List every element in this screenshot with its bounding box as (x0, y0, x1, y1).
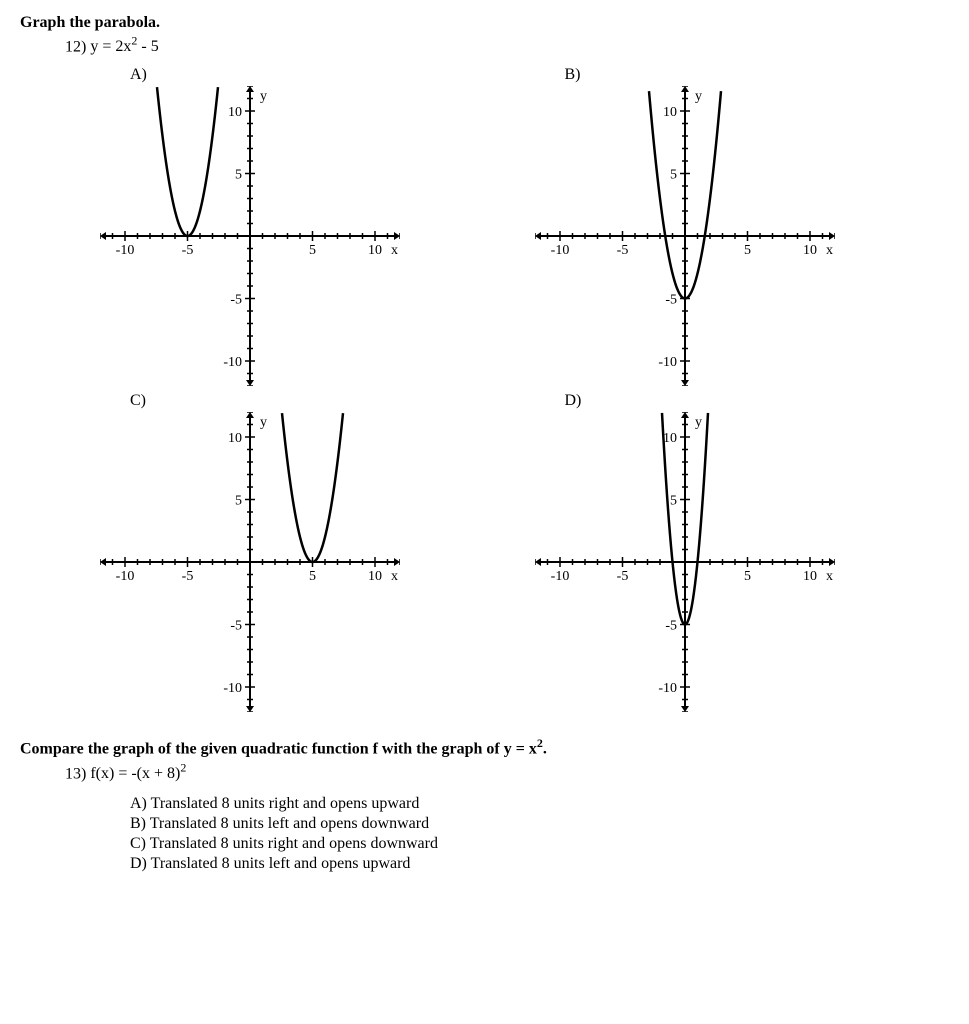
svg-text:5: 5 (235, 168, 242, 183)
q12-choice-B: B) -10 -5 5 10 10 5 -5 -10 x y (535, 66, 950, 386)
svg-text:-5: -5 (182, 569, 194, 584)
q13-choice-C-text: Translated 8 units right and opens downw… (150, 835, 438, 852)
q12-choice-grid: A) -10-5510105-5-10xy B) -10-5510105-5-1… (100, 66, 949, 712)
q13-choice-B-text: Translated 8 units left and opens downwa… (150, 815, 429, 832)
q12-graph-B: -10 -5 5 10 10 5 -5 -10 x y (535, 86, 835, 386)
q13-line: 13) f(x) = -(x + 8)2 (65, 761, 949, 783)
svg-text:-5: -5 (182, 243, 194, 258)
q13-choice-A-text: Translated 8 units right and opens upwar… (151, 795, 420, 812)
svg-text:y: y (695, 415, 702, 430)
svg-text:-5: -5 (616, 569, 628, 584)
q12-choice-D-letter: D) (565, 392, 950, 410)
svg-text:10: 10 (228, 105, 242, 120)
svg-text:x: x (826, 569, 833, 584)
svg-text:-5: -5 (616, 243, 628, 258)
q12-choice-D: D) -10 -5 5 10 10 5 -5 -10 x y (535, 392, 950, 712)
q13-choice-B: B) Translated 8 units left and opens dow… (130, 815, 949, 833)
q13-choice-C-letter: C) (130, 835, 146, 852)
svg-text:-5: -5 (230, 619, 242, 634)
q12-choice-A-letter: A) (130, 66, 515, 84)
q13-choice-D-text: Translated 8 units left and opens upward (151, 855, 411, 872)
svg-text:-10: -10 (223, 355, 242, 370)
q13-choice-A-letter: A) (130, 795, 147, 812)
svg-text:-10: -10 (550, 569, 569, 584)
q12-equation: y = 2x2 - 5 (90, 38, 158, 55)
svg-text:y: y (695, 89, 702, 104)
q12-number: 12) (65, 38, 86, 55)
q13-choice-A: A) Translated 8 units right and opens up… (130, 795, 949, 813)
q13-choice-C: C) Translated 8 units right and opens do… (130, 835, 949, 853)
q12-choice-B-letter: B) (565, 66, 950, 84)
svg-text:10: 10 (663, 431, 677, 446)
q12-line: 12) y = 2x2 - 5 (65, 34, 949, 56)
q12-graph-D: -10 -5 5 10 10 5 -5 -10 x y (535, 412, 835, 712)
svg-text:5: 5 (235, 494, 242, 509)
svg-text:-10: -10 (116, 243, 135, 258)
q12-choice-C: C) -10 -5 5 10 10 5 -5 -10 x y (100, 392, 515, 712)
svg-text:10: 10 (368, 243, 382, 258)
svg-text:10: 10 (663, 105, 677, 120)
svg-text:y: y (260, 89, 267, 104)
svg-text:5: 5 (309, 569, 316, 584)
svg-text:5: 5 (744, 569, 751, 584)
q12-graph-C: -10 -5 5 10 10 5 -5 -10 x y (100, 412, 400, 712)
q13-choices: A) Translated 8 units right and opens up… (130, 795, 949, 873)
q13-choice-D: D) Translated 8 units left and opens upw… (130, 855, 949, 873)
svg-text:5: 5 (670, 494, 677, 509)
svg-text:10: 10 (803, 243, 817, 258)
svg-text:5: 5 (744, 243, 751, 258)
svg-text:x: x (391, 569, 398, 584)
svg-text:x: x (391, 243, 398, 258)
q13-section-title: Compare the graph of the given quadratic… (20, 736, 949, 758)
svg-text:-5: -5 (665, 293, 677, 308)
q12-choice-A: A) -10 -5 5 10 10 5 -5 -10 x y (100, 66, 515, 386)
svg-text:-10: -10 (658, 681, 677, 696)
svg-text:-10: -10 (658, 355, 677, 370)
svg-text:10: 10 (803, 569, 817, 584)
svg-text:-10: -10 (550, 243, 569, 258)
svg-text:-5: -5 (230, 293, 242, 308)
q13-number: 13) (65, 765, 86, 782)
svg-text:-10: -10 (223, 681, 242, 696)
svg-text:x: x (826, 243, 833, 258)
svg-text:5: 5 (309, 243, 316, 258)
q12-choice-C-letter: C) (130, 392, 515, 410)
q13-equation: f(x) = -(x + 8)2 (90, 765, 186, 782)
q13-choice-B-letter: B) (130, 815, 146, 832)
svg-text:-5: -5 (665, 619, 677, 634)
svg-text:5: 5 (670, 168, 677, 183)
svg-text:-10: -10 (116, 569, 135, 584)
svg-text:10: 10 (228, 431, 242, 446)
svg-text:y: y (260, 415, 267, 430)
q12-section-title: Graph the parabola. (20, 14, 949, 32)
q12-graph-A: -10 -5 5 10 10 5 -5 -10 x y (100, 86, 400, 386)
svg-text:10: 10 (368, 569, 382, 584)
q13-choice-D-letter: D) (130, 855, 147, 872)
